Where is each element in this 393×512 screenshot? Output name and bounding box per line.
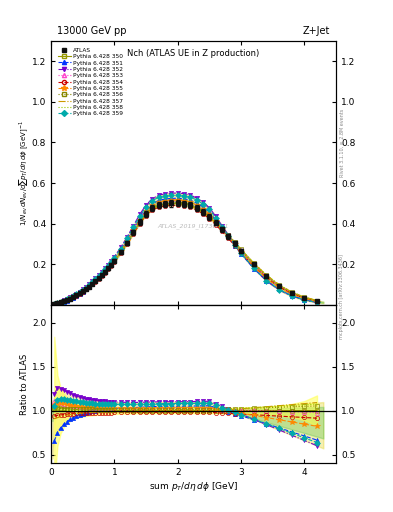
Legend: ATLAS, Pythia 6.428 350, Pythia 6.428 351, Pythia 6.428 352, Pythia 6.428 353, P: ATLAS, Pythia 6.428 350, Pythia 6.428 35… [57,47,124,118]
Text: Nch (ATLAS UE in Z production): Nch (ATLAS UE in Z production) [127,49,260,58]
Text: Z+Jet: Z+Jet [303,26,330,36]
Text: 13000 GeV pp: 13000 GeV pp [57,26,126,36]
Text: mcplots.cern.ch [arXiv:1306.3436]: mcplots.cern.ch [arXiv:1306.3436] [340,254,344,339]
X-axis label: sum $p_T/d\eta\,d\phi$ [GeV]: sum $p_T/d\eta\,d\phi$ [GeV] [149,480,238,493]
Y-axis label: Ratio to ATLAS: Ratio to ATLAS [20,353,29,415]
Y-axis label: $1/N_{ev}\,dN_{ev}/d\!\sum\!p_T/d\eta\,d\phi\;[\mathrm{GeV}]^{-1}$: $1/N_{ev}\,dN_{ev}/d\!\sum\!p_T/d\eta\,d… [18,120,31,226]
Text: ATLAS_2019_I1736531: ATLAS_2019_I1736531 [158,223,229,228]
Text: Rivet 3.1.10, ≥ 2.8M events: Rivet 3.1.10, ≥ 2.8M events [340,109,344,178]
